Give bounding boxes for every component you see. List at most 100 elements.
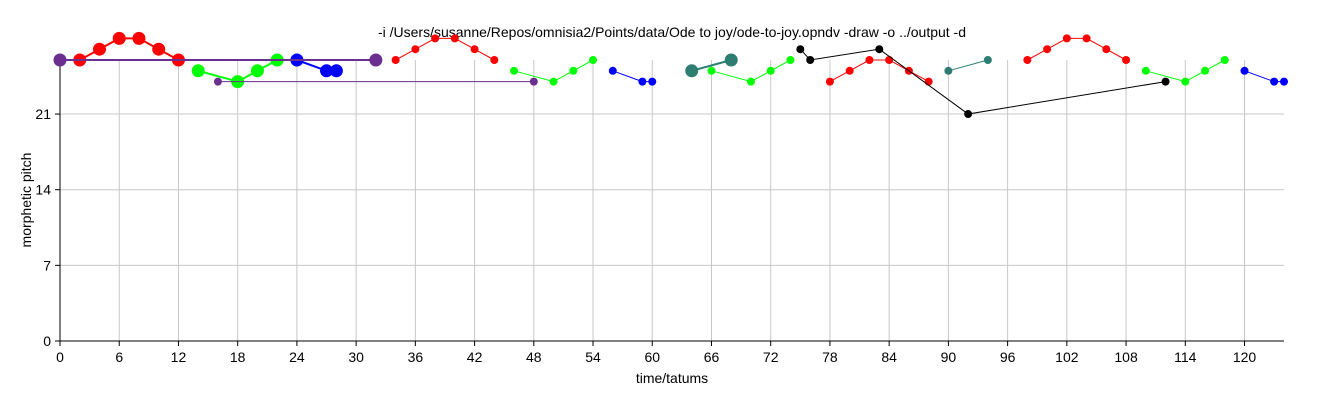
data-point xyxy=(685,64,699,78)
data-point xyxy=(1240,66,1249,75)
data-point xyxy=(707,66,716,75)
series-line xyxy=(711,59,791,83)
data-point xyxy=(152,42,166,56)
data-point xyxy=(786,56,795,64)
data-point xyxy=(875,45,884,54)
series-line xyxy=(829,59,929,83)
data-point xyxy=(1161,77,1170,86)
x-tick-label: 60 xyxy=(644,349,660,365)
data-point xyxy=(450,34,459,43)
data-point xyxy=(1062,34,1071,43)
data-point xyxy=(885,56,894,64)
data-point xyxy=(1102,45,1111,54)
series-line xyxy=(1145,59,1226,83)
x-tick-label: 48 xyxy=(526,349,542,365)
y-tick-label: 21 xyxy=(35,106,51,122)
x-tick-label: 78 xyxy=(822,349,838,365)
data-point xyxy=(112,31,126,45)
data-point xyxy=(1122,56,1131,64)
x-tick-label: 108 xyxy=(1114,349,1138,365)
series-line xyxy=(1027,37,1127,61)
data-point xyxy=(569,66,578,75)
x-tick-label: 120 xyxy=(1233,349,1257,365)
data-point xyxy=(369,53,383,67)
axes xyxy=(59,60,1284,342)
series-line xyxy=(691,59,732,72)
data-point xyxy=(589,56,598,64)
data-point xyxy=(191,64,205,78)
series-3 xyxy=(391,34,499,64)
series-10 xyxy=(1240,66,1288,86)
data-point xyxy=(806,56,815,64)
grid xyxy=(59,60,1284,341)
series-2 xyxy=(290,53,343,78)
x-tick-label: 114 xyxy=(1174,349,1197,365)
series-8 xyxy=(1023,34,1131,64)
series-line xyxy=(799,48,1166,115)
data-point xyxy=(766,66,775,75)
data-point xyxy=(638,77,647,86)
data-point xyxy=(510,66,519,75)
series-11 xyxy=(685,53,738,78)
series-7 xyxy=(825,56,933,86)
data-point xyxy=(796,45,805,54)
y-tick-label: 7 xyxy=(43,257,51,273)
data-point xyxy=(608,66,617,75)
data-point xyxy=(724,53,738,67)
x-tick-label: 96 xyxy=(1000,349,1016,365)
series-line xyxy=(513,59,594,83)
series-line xyxy=(948,59,989,72)
data-point xyxy=(329,64,343,78)
series-5 xyxy=(608,66,657,86)
data-point xyxy=(92,42,106,56)
data-series xyxy=(53,31,1288,119)
x-tick-label: 36 xyxy=(408,349,424,365)
data-point xyxy=(1201,66,1210,75)
x-tick-label: 66 xyxy=(704,349,720,365)
data-point xyxy=(1280,77,1288,86)
data-point xyxy=(944,66,953,75)
data-point xyxy=(431,34,440,43)
x-tick-label: 90 xyxy=(941,349,957,365)
data-point xyxy=(648,77,657,86)
series-line xyxy=(1244,70,1284,83)
data-point xyxy=(490,56,499,64)
y-tick-label: 0 xyxy=(43,333,51,349)
series-line xyxy=(197,59,278,83)
x-tick-label: 84 xyxy=(881,349,897,365)
x-tick-label: 18 xyxy=(230,349,246,365)
data-point xyxy=(924,77,933,86)
data-point xyxy=(1043,45,1052,54)
data-point xyxy=(845,66,854,75)
data-point xyxy=(53,53,67,67)
x-tick-label: 6 xyxy=(115,349,123,365)
series-line xyxy=(395,37,495,61)
series-line xyxy=(612,70,653,83)
series-0 xyxy=(73,31,185,67)
data-point xyxy=(964,110,973,119)
series-6 xyxy=(707,56,795,86)
tick-labels: 0 6 12 18 24 30 36 42 48 54 60 66 72 78 84 90 96 102 108 11… xyxy=(35,106,1256,365)
x-tick-label: 102 xyxy=(1055,349,1079,365)
series-12 xyxy=(944,56,992,75)
series-15 xyxy=(796,45,1170,119)
data-point xyxy=(250,64,264,78)
x-tick-label: 42 xyxy=(467,349,483,365)
series-14 xyxy=(213,77,538,86)
x-tick-label: 72 xyxy=(763,349,779,365)
data-point xyxy=(549,77,558,86)
data-point xyxy=(470,45,479,54)
data-point xyxy=(1270,77,1279,86)
data-point xyxy=(746,77,755,86)
x-tick-label: 0 xyxy=(56,349,64,365)
data-point xyxy=(1220,56,1229,64)
x-tick-label: 12 xyxy=(171,349,187,365)
data-point xyxy=(1023,56,1032,64)
y-tick-label: 14 xyxy=(35,182,51,198)
chart-title: -i /Users/susanne/Repos/omnisia2/Points/… xyxy=(377,24,967,40)
data-point xyxy=(865,56,874,64)
x-tick-label: 30 xyxy=(348,349,364,365)
data-point xyxy=(391,56,400,64)
data-point xyxy=(411,45,420,54)
